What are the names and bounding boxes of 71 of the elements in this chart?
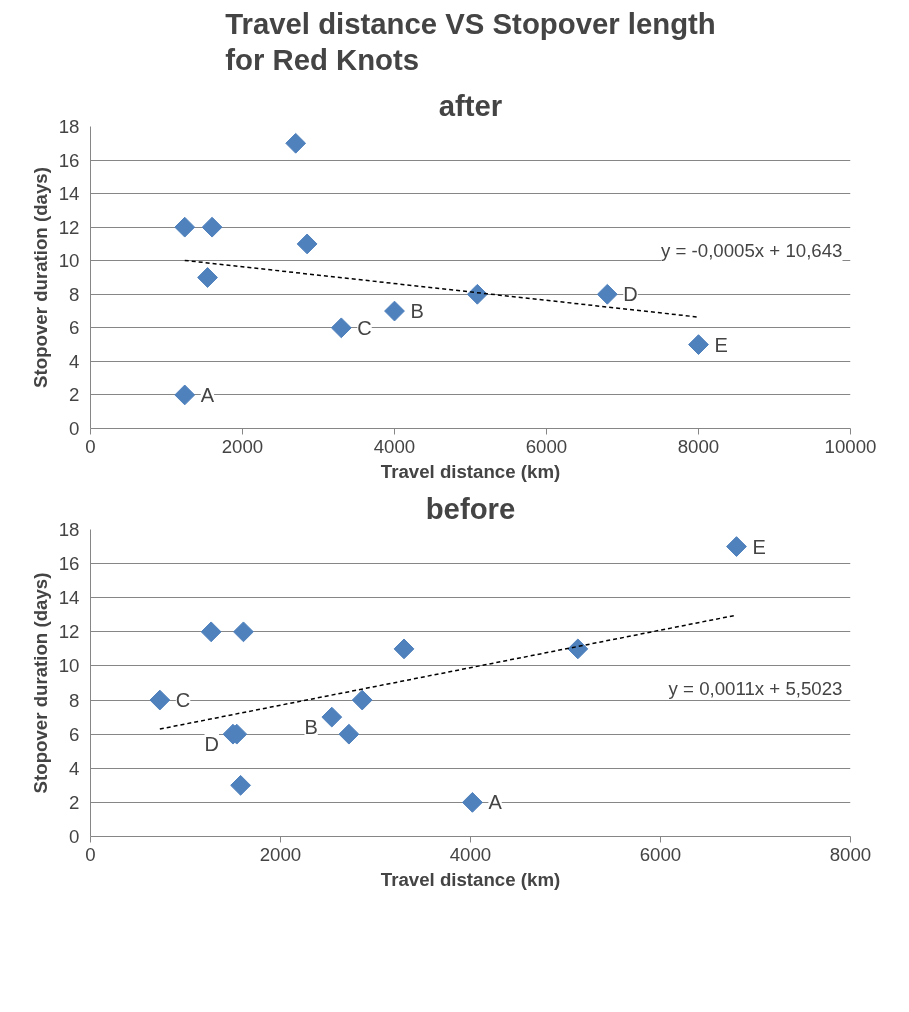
point xyxy=(462,791,483,813)
x-tick-label: 4000 xyxy=(373,435,416,457)
y-tick-label: 8 xyxy=(69,283,80,305)
point xyxy=(596,283,618,305)
point xyxy=(338,723,360,745)
chart-subtitle: after xyxy=(438,88,503,122)
annotation: D xyxy=(204,733,220,756)
x-tick-label: 6000 xyxy=(639,843,682,865)
point xyxy=(174,216,196,238)
point xyxy=(149,689,171,711)
y-tick-label: 8 xyxy=(69,689,80,711)
point xyxy=(233,621,254,643)
annotation: A xyxy=(200,383,215,406)
point xyxy=(384,300,405,322)
y-tick-label: 2 xyxy=(69,384,80,406)
y-tick-label: 16 xyxy=(58,553,80,575)
annotation: B xyxy=(410,300,424,323)
annotation: E xyxy=(752,535,766,558)
point xyxy=(726,536,747,557)
annotation: y = -0,0005x + 10,643 xyxy=(660,240,843,262)
point xyxy=(296,233,318,255)
y-tick-label: 2 xyxy=(69,791,80,813)
x-tick-label: 4000 xyxy=(449,843,492,865)
y-tick-label: 16 xyxy=(58,149,80,171)
y-tick-label: 4 xyxy=(69,350,80,372)
y-tick-label: 18 xyxy=(58,116,80,137)
y-tick-label: 12 xyxy=(58,216,80,238)
y-tick-label: 18 xyxy=(58,519,80,540)
point xyxy=(393,638,415,660)
annotation: C xyxy=(175,689,191,712)
x-tick-label: 2000 xyxy=(221,435,264,457)
point xyxy=(330,317,352,339)
y-tick-label: 12 xyxy=(58,621,80,643)
chart-title: before xyxy=(425,491,516,525)
x-axis-title: Travel distance (km) xyxy=(380,460,561,482)
x-tick-label: 10000 xyxy=(824,435,877,457)
point xyxy=(201,216,223,238)
point xyxy=(466,283,488,305)
y-axis-title: Stopover duration (days) xyxy=(29,167,51,388)
y-tick-label: 6 xyxy=(69,317,80,339)
annotation: A xyxy=(488,791,503,814)
annotation: B xyxy=(304,716,318,739)
annotation: E xyxy=(714,333,728,356)
y-tick-label: 4 xyxy=(69,757,80,779)
x-tick-label: 2000 xyxy=(259,843,302,865)
point xyxy=(285,132,307,154)
point xyxy=(174,384,196,406)
x-tick-label: 8000 xyxy=(677,435,720,457)
y-tick-label: 6 xyxy=(69,723,80,745)
point xyxy=(200,621,222,643)
annotation: y = 0,0011x + 5,5023 xyxy=(668,678,843,700)
y-axis-title: Stopover duration (days) xyxy=(29,572,51,794)
y-tick-label: 10 xyxy=(58,655,80,677)
point xyxy=(230,774,251,796)
y-tick-label: 14 xyxy=(58,183,80,205)
x-tick-label: 6000 xyxy=(525,435,568,457)
y-tick-label: 10 xyxy=(58,250,80,272)
point xyxy=(321,706,343,728)
x-axis-title: Travel distance (km) xyxy=(380,868,561,890)
x-tick-label: 0 xyxy=(85,435,96,457)
y-tick-label: 0 xyxy=(69,418,80,439)
point xyxy=(351,689,373,711)
point xyxy=(197,267,218,288)
annotation: D xyxy=(623,283,638,306)
y-tick-label: 14 xyxy=(58,587,80,609)
point xyxy=(688,334,709,356)
x-tick-label: 0 xyxy=(85,843,96,865)
x-tick-label: 8000 xyxy=(829,843,872,865)
y-tick-label: 0 xyxy=(69,826,80,847)
annotation: C xyxy=(357,316,372,339)
point xyxy=(567,638,589,660)
